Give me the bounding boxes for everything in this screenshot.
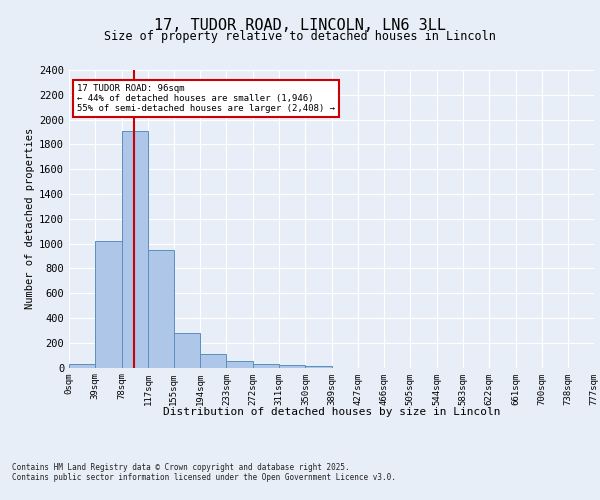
Bar xyxy=(174,334,200,368)
Bar xyxy=(200,354,226,368)
Text: Contains HM Land Registry data © Crown copyright and database right 2025.: Contains HM Land Registry data © Crown c… xyxy=(12,464,350,472)
Bar xyxy=(69,364,95,368)
Bar xyxy=(305,366,332,368)
Text: Contains public sector information licensed under the Open Government Licence v3: Contains public sector information licen… xyxy=(12,474,396,482)
X-axis label: Distribution of detached houses by size in Lincoln: Distribution of detached houses by size … xyxy=(163,408,500,418)
Bar xyxy=(95,241,122,368)
Y-axis label: Number of detached properties: Number of detached properties xyxy=(25,128,35,310)
Bar xyxy=(226,360,253,368)
Bar xyxy=(253,364,279,368)
Bar xyxy=(122,130,148,368)
Bar xyxy=(148,250,174,368)
Text: 17 TUDOR ROAD: 96sqm
← 44% of detached houses are smaller (1,946)
55% of semi-de: 17 TUDOR ROAD: 96sqm ← 44% of detached h… xyxy=(77,84,335,114)
Text: Size of property relative to detached houses in Lincoln: Size of property relative to detached ho… xyxy=(104,30,496,43)
Bar xyxy=(279,365,305,368)
Text: 17, TUDOR ROAD, LINCOLN, LN6 3LL: 17, TUDOR ROAD, LINCOLN, LN6 3LL xyxy=(154,18,446,32)
